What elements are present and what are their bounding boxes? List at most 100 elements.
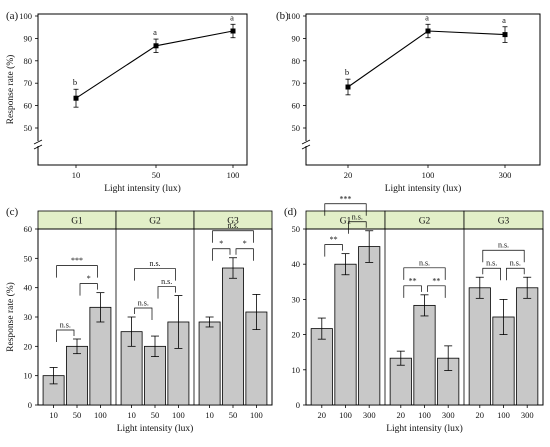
x-tick-label: 50	[152, 170, 161, 180]
series-line	[347, 30, 506, 88]
x-tick-label: 20	[344, 170, 353, 180]
significance-label: **	[409, 276, 417, 285]
bar	[334, 263, 357, 406]
significance-bracket	[212, 248, 231, 261]
y-tick-label: 30	[24, 312, 33, 322]
y-tick-label: 20	[24, 341, 33, 351]
x-tick-label: 100	[250, 410, 263, 420]
panel-c: (c) G1 G2 G3 0 10 20 30 40 50 60 10 50 100 10 50 100 10 50…	[5, 206, 273, 434]
panel-b: (b) 50 60 70 80 90 100 20 100 300 b a a Light intensi…	[276, 10, 541, 194]
data-point	[153, 43, 159, 49]
axis-break-mark	[33, 139, 43, 145]
significance-label: n.s.	[60, 321, 71, 330]
significance-label: n.s.	[149, 259, 160, 268]
significance-letter: b	[345, 67, 349, 77]
significance-letter: a	[230, 12, 234, 22]
x-tick-label: 20	[397, 410, 406, 420]
x-axis-label: Light intensity (lux)	[104, 183, 181, 194]
bar	[413, 304, 436, 406]
data-point	[73, 95, 79, 101]
significance-bracket	[482, 249, 525, 263]
x-axis-label: Light intensity (lux)	[117, 423, 194, 434]
y-tick-label: 40	[292, 259, 301, 269]
y-tick-label: 80	[24, 56, 33, 66]
y-tick-label: 90	[292, 33, 301, 43]
panel-label: (c)	[6, 206, 19, 218]
y-tick-label: 60	[24, 101, 33, 111]
axis-break-mark	[301, 144, 311, 150]
y-tick-label: 60	[24, 224, 33, 234]
series-line	[75, 30, 234, 99]
significance-label: *	[243, 239, 247, 248]
y-tick-label: 30	[292, 294, 301, 304]
significance-label: **	[432, 276, 440, 285]
y-tick-label: 50	[24, 123, 33, 133]
y-tick-label: 10	[24, 371, 33, 381]
x-axis-label: Light intensity (lux)	[386, 423, 463, 434]
significance-label: n.s.	[486, 259, 497, 268]
significance-letter: a	[153, 27, 157, 37]
significance-bracket	[157, 286, 176, 299]
x-tick-label: 10	[49, 410, 58, 420]
bar	[516, 287, 539, 406]
significance-label: n.s.	[510, 259, 521, 268]
x-tick-label: 50	[73, 410, 82, 420]
y-tick-label: 100	[19, 11, 32, 21]
axis-break-mark	[33, 144, 43, 150]
y-tick-label: 90	[24, 33, 33, 43]
significance-bracket	[56, 329, 75, 342]
data-point	[345, 84, 351, 90]
x-tick-label: 10	[72, 170, 81, 180]
significance-bracket	[324, 244, 343, 257]
x-tick-label: 50	[151, 410, 160, 420]
significance-bracket	[506, 267, 525, 281]
y-tick-label: 20	[292, 330, 301, 340]
significance-bracket	[134, 307, 153, 320]
x-tick-label: 100	[172, 410, 185, 420]
group-label: G3	[227, 217, 239, 227]
y-tick-label: 0	[296, 400, 300, 410]
data-point	[230, 28, 236, 34]
x-tick-label: 100	[497, 410, 510, 420]
x-axis-label: Light intensity (lux)	[385, 183, 462, 194]
y-axis-label: Response rate (%)	[5, 282, 16, 352]
significance-bracket	[427, 285, 446, 298]
group-label: G1	[340, 217, 352, 227]
significance-label: **	[330, 235, 338, 244]
y-tick-label: 50	[292, 123, 301, 133]
group-label: G1	[71, 217, 83, 227]
axis-break-mark	[301, 139, 311, 145]
significance-bracket	[403, 285, 422, 298]
panel-d: (d) G1 G2 G3 0 10 20 30 40 50 20 100 300 20 100 300 20 10…	[284, 194, 544, 434]
significance-bracket	[56, 265, 98, 278]
significance-label: n.s.	[227, 221, 238, 230]
significance-bracket	[235, 248, 254, 261]
significance-label: ***	[71, 256, 83, 265]
significance-label: ***	[340, 194, 352, 203]
data-point	[425, 28, 431, 34]
panel-label: (b)	[276, 10, 289, 22]
group-label: G2	[149, 217, 161, 227]
bar	[358, 246, 381, 406]
significance-label: n.s.	[352, 212, 363, 221]
significance-bracket	[324, 203, 367, 216]
x-tick-label: 20	[318, 410, 327, 420]
significance-letter: a	[425, 12, 429, 22]
x-tick-label: 100	[422, 170, 435, 180]
x-tick-label: 10	[205, 410, 214, 420]
bar	[468, 287, 491, 406]
bar	[198, 321, 221, 406]
plot-frame	[305, 13, 541, 166]
significance-label: n.s.	[138, 299, 149, 308]
significance-label: *	[219, 239, 223, 248]
x-tick-label: 100	[94, 410, 107, 420]
significance-letter: b	[73, 77, 77, 87]
bar	[310, 328, 333, 406]
x-tick-label: 50	[229, 410, 238, 420]
x-tick-label: 100	[227, 170, 240, 180]
y-tick-label: 10	[292, 365, 301, 375]
y-tick-label: 100	[287, 11, 300, 21]
plot-frame	[37, 13, 248, 166]
group-label: G2	[419, 217, 431, 227]
